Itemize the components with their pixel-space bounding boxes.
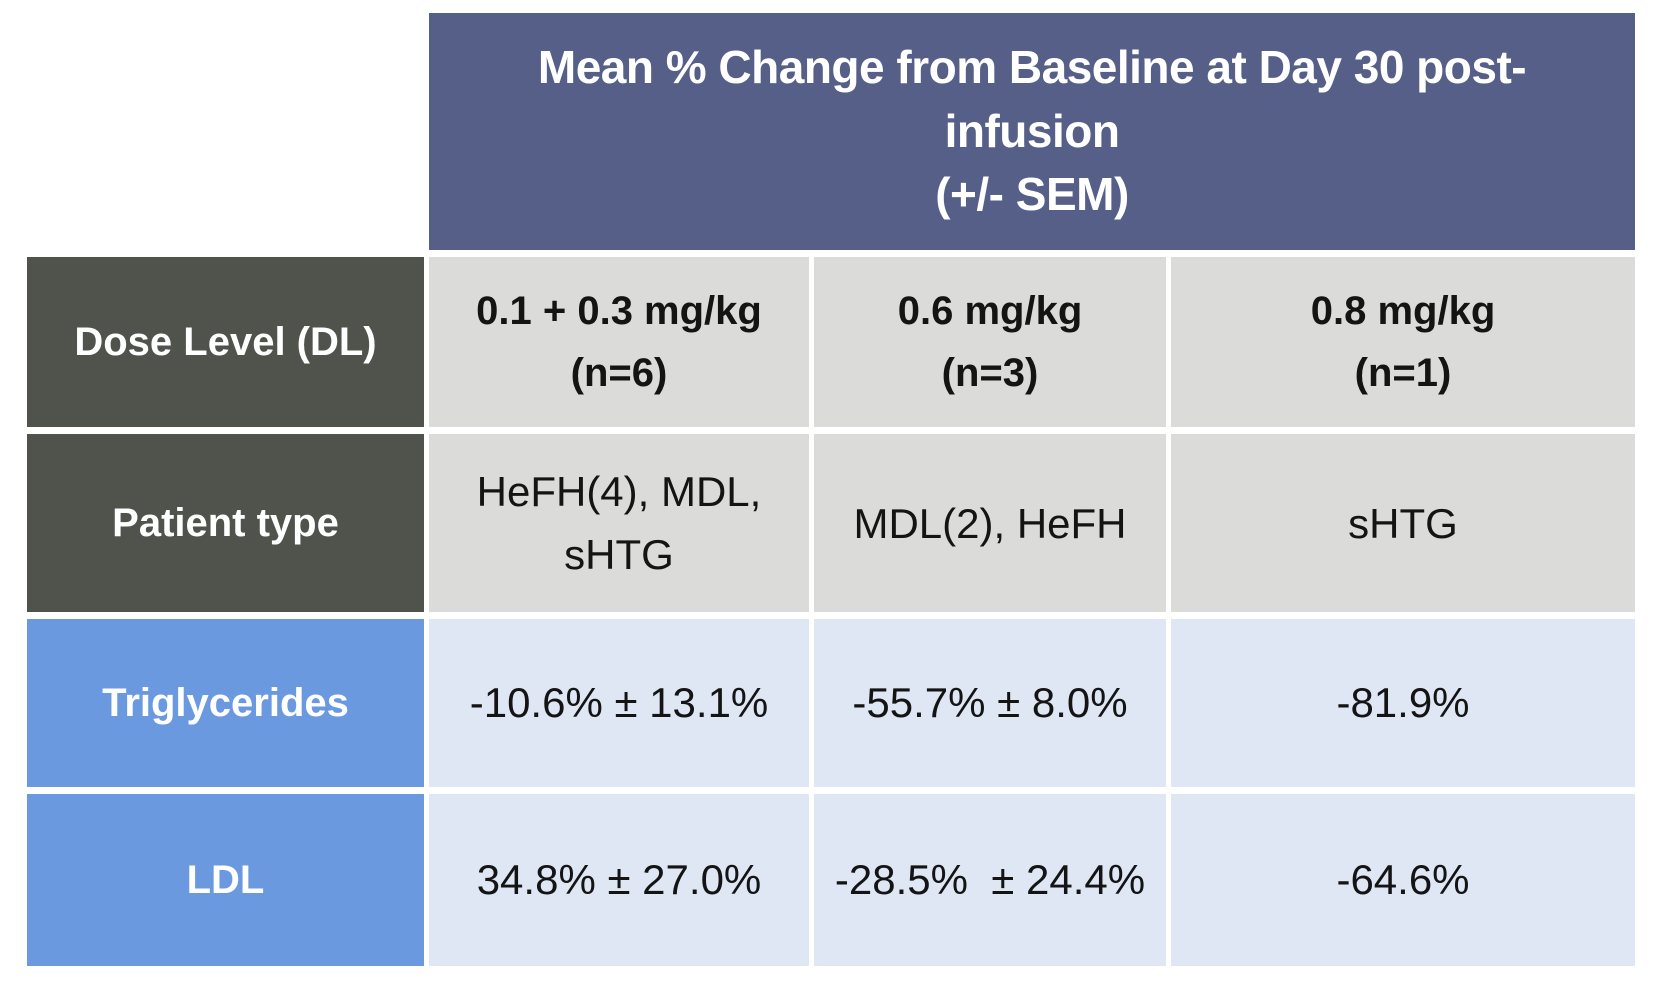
row-label-dose-level: Dose Level (DL) — [27, 257, 424, 427]
table-title-line-1: Mean % Change from Baseline at Day 30 po… — [537, 41, 1527, 94]
ldl-dl3: -64.6% — [1171, 794, 1635, 966]
col-header-dose-dl2: 0.6 mg/kg (n=3) — [814, 257, 1166, 427]
triglycerides-dl3: -81.9% — [1171, 619, 1635, 787]
patient-type-dl2: MDL(2), HeFH — [814, 434, 1166, 612]
results-table: Mean % Change from Baseline at Day 30 po… — [27, 13, 1635, 966]
row-label-patient-type: Patient type — [27, 434, 424, 612]
table-title-line-2: infusion — [944, 104, 1120, 157]
col-header-dose-dl1: 0.1 + 0.3 mg/kg (n=6) — [429, 257, 809, 427]
ldl-dl1: 34.8% ± 27.0% — [429, 794, 809, 966]
triglycerides-dl2: -55.7% ± 8.0% — [814, 619, 1166, 787]
triglycerides-dl1: -10.6% ± 13.1% — [429, 619, 809, 787]
col-header-dose-dl3: 0.8 mg/kg (n=1) — [1171, 257, 1635, 427]
row-label-triglycerides: Triglycerides — [27, 619, 424, 787]
table-title-line-3: (+/- SEM) — [935, 168, 1129, 221]
patient-type-dl3: sHTG — [1171, 434, 1635, 612]
row-label-ldl: LDL — [27, 794, 424, 966]
ldl-dl2: -28.5% ± 24.4% — [814, 794, 1166, 966]
corner-spacer — [27, 13, 424, 250]
patient-type-dl1: HeFH(4), MDL, sHTG — [429, 434, 809, 612]
table-title: Mean % Change from Baseline at Day 30 po… — [429, 13, 1635, 250]
